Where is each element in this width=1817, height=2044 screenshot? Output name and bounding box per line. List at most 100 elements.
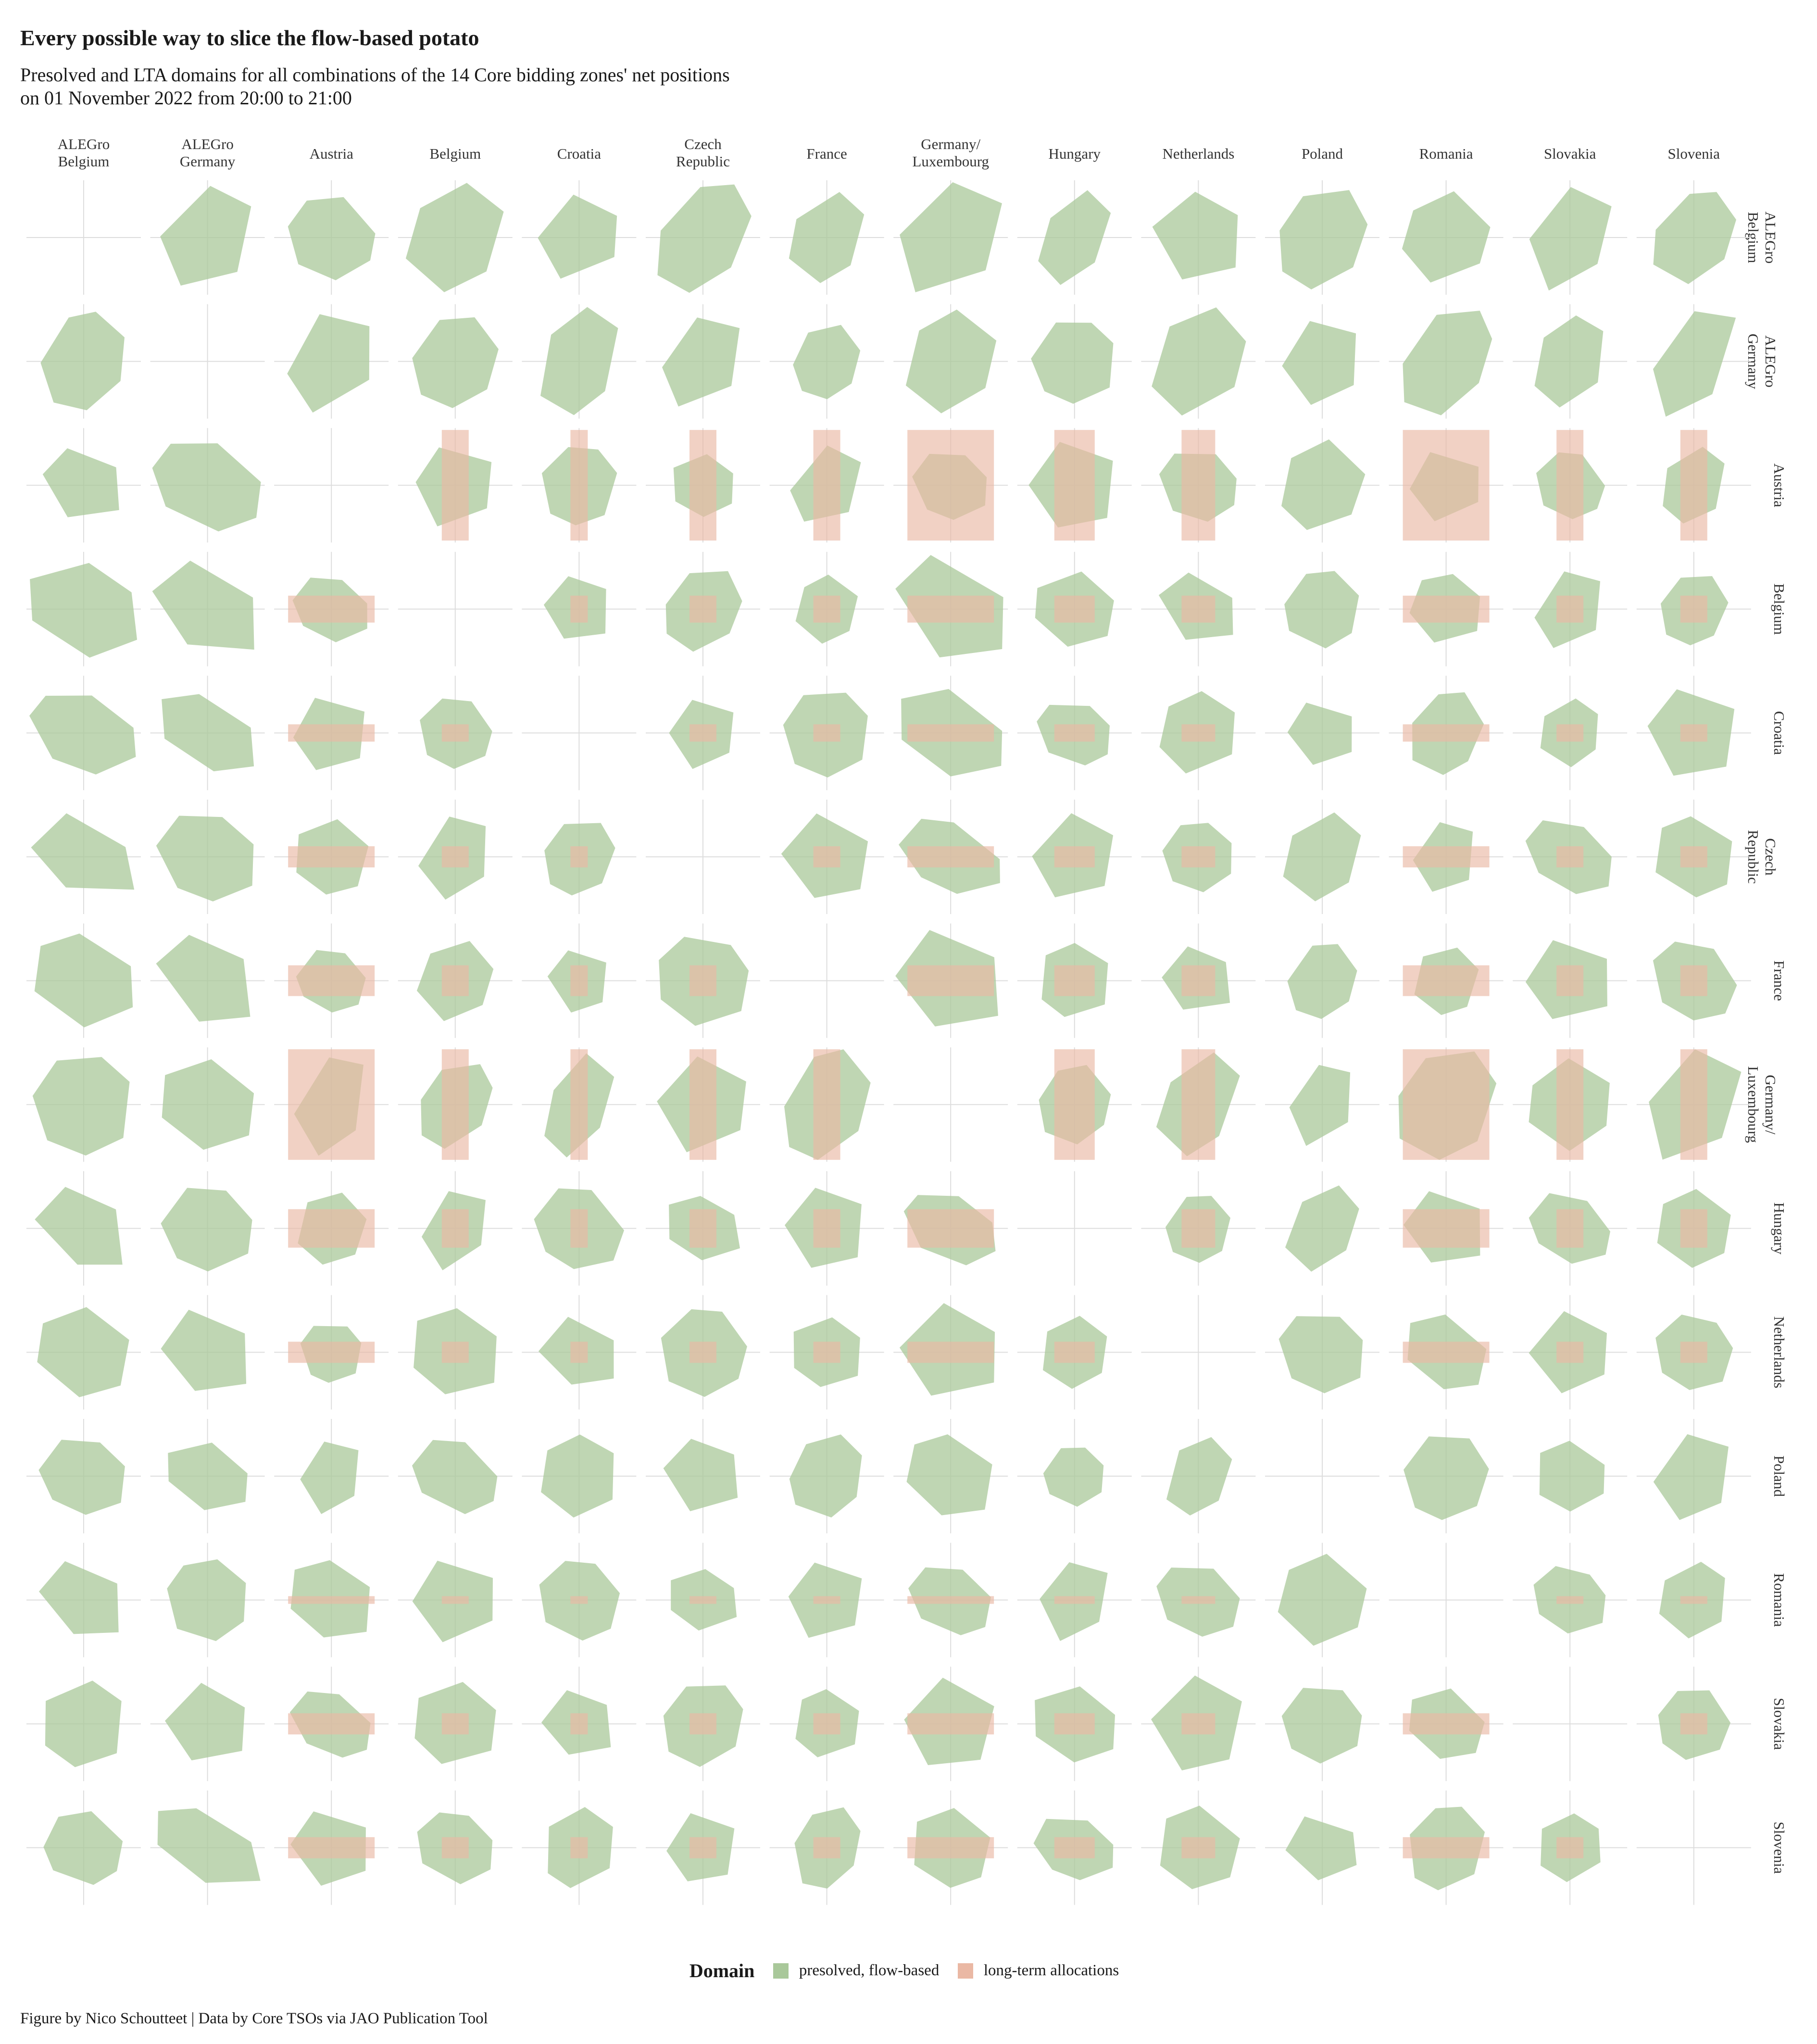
lta-domain	[1054, 1596, 1095, 1604]
lta-domain	[1680, 1209, 1707, 1248]
panel-france-alegro-germany	[150, 923, 265, 1038]
column-label-alegro-belgium: ALEGro Belgium	[58, 136, 110, 170]
lta-domain	[1556, 1596, 1584, 1604]
column-label-poland: Poland	[1302, 145, 1343, 162]
lta-domain	[813, 1342, 840, 1363]
panel-romania-belgium	[398, 1542, 513, 1657]
panel-belgium-austria	[274, 552, 389, 666]
lta-domain	[813, 1837, 840, 1858]
lta-domain	[1680, 1713, 1707, 1735]
lta-domain	[1556, 1342, 1584, 1363]
lta-domain	[288, 1837, 375, 1858]
panel-hungary-croatia	[522, 1171, 637, 1286]
column-label-hungary: Hungary	[1049, 145, 1101, 162]
panel-poland-netherlands	[1141, 1419, 1256, 1533]
panel-poland-alegro-belgium	[26, 1419, 141, 1533]
panel-slovakia-poland	[1265, 1667, 1379, 1781]
panel-croatia-france	[769, 676, 884, 790]
panel-austria-alegro-belgium	[26, 428, 141, 543]
panel-slovakia-slovenia	[1636, 1667, 1751, 1781]
panel-slovakia-france	[769, 1667, 884, 1781]
panel-france-hungary	[1017, 923, 1132, 1038]
panel-romania-slovakia	[1513, 1542, 1628, 1657]
lta-domain	[813, 595, 840, 623]
panel-france-croatia	[522, 923, 637, 1038]
lta-domain	[813, 430, 840, 541]
presolved-domain	[34, 933, 133, 1028]
panel-czech-republic-poland	[1265, 800, 1379, 914]
panel-france-slovenia	[1636, 923, 1751, 1038]
lta-domain	[813, 846, 840, 867]
presolved-domain	[35, 1187, 123, 1265]
panel-netherlands-france	[769, 1295, 884, 1410]
panel-slovenia-romania	[1389, 1790, 1504, 1905]
panel-alegro-belgium-slovakia	[1513, 180, 1628, 295]
row-label-slovakia: Slovakia	[1771, 1698, 1788, 1750]
presolved-domain	[1282, 321, 1356, 405]
lta-domain	[1181, 1049, 1216, 1160]
panel-croatia-austria	[274, 676, 389, 790]
presolved-domain	[657, 184, 752, 293]
panel-slovakia-hungary	[1017, 1667, 1132, 1781]
presolved-domain	[1539, 1441, 1605, 1512]
presolved-domain	[152, 443, 261, 532]
panel-slovakia-romania	[1389, 1667, 1504, 1781]
presolved-domain	[1043, 1447, 1104, 1507]
panel-slovakia-germany-luxembourg	[893, 1667, 1008, 1781]
legend-label-presolved: presolved, flow-based	[799, 1962, 940, 1979]
panel-czech-republic-romania	[1389, 800, 1504, 914]
lta-domain	[907, 724, 994, 742]
panel-austria-netherlands	[1141, 428, 1256, 543]
lta-domain	[813, 724, 840, 742]
panel-alegro-germany-belgium	[398, 304, 513, 419]
presolved-domain	[161, 1309, 247, 1391]
panel-alegro-germany-netherlands	[1141, 304, 1256, 419]
lta-domain	[570, 846, 588, 867]
lta-domain	[570, 1342, 588, 1363]
column-label-croatia: Croatia	[557, 145, 601, 162]
presolved-domain	[30, 563, 138, 658]
row-label-alegro-belgium: ALEGroBelgium	[1745, 212, 1779, 263]
lta-domain	[1403, 846, 1490, 867]
lta-domain	[1181, 965, 1216, 996]
panel-belgium-france	[769, 552, 884, 666]
panel-hungary-belgium	[398, 1171, 513, 1286]
lta-domain	[1680, 1596, 1707, 1604]
panel-hungary-alegro-germany	[150, 1171, 265, 1286]
panel-netherlands-alegro-belgium	[26, 1295, 141, 1410]
presolved-domain	[663, 1439, 738, 1511]
panel-netherlands-poland	[1265, 1295, 1379, 1410]
caption: Figure by Nico Schoutteet | Data by Core…	[20, 2010, 488, 2027]
lta-domain	[813, 1209, 840, 1248]
panel-alegro-germany-austria	[274, 304, 389, 419]
panel-alegro-germany-romania	[1389, 304, 1504, 419]
presolved-domain	[45, 1680, 122, 1768]
lta-domain	[1680, 965, 1707, 996]
panel-slovenia-slovenia	[1636, 1790, 1751, 1905]
column-label-romania: Romania	[1419, 145, 1473, 162]
panel-alegro-germany-alegro-germany	[150, 304, 265, 419]
panel-alegro-germany-croatia	[522, 304, 637, 419]
presolved-domain	[1529, 187, 1612, 291]
lta-domain	[1181, 1713, 1216, 1735]
panel-slovakia-austria	[274, 1667, 389, 1781]
panel-croatia-alegro-belgium	[26, 676, 141, 790]
panel-germany-luxembourg-croatia	[522, 1047, 637, 1162]
panel-czech-republic-hungary	[1017, 800, 1132, 914]
panel-netherlands-croatia	[522, 1295, 637, 1410]
lta-domain	[689, 430, 716, 541]
panel-alegro-belgium-poland	[1265, 180, 1379, 295]
presolved-domain	[156, 935, 251, 1022]
panel-austria-poland	[1265, 428, 1379, 543]
panel-hungary-slovenia	[1636, 1171, 1751, 1286]
panel-netherlands-hungary	[1017, 1295, 1132, 1410]
lta-domain	[907, 595, 994, 623]
lta-domain	[288, 1713, 375, 1735]
panel-austria-slovenia	[1636, 428, 1751, 543]
panel-hungary-france	[769, 1171, 884, 1286]
panel-slovakia-slovakia	[1513, 1667, 1628, 1781]
panel-poland-belgium	[398, 1419, 513, 1533]
panel-poland-croatia	[522, 1419, 637, 1533]
presolved-domain	[905, 309, 997, 414]
panel-alegro-belgium-netherlands	[1141, 180, 1256, 295]
